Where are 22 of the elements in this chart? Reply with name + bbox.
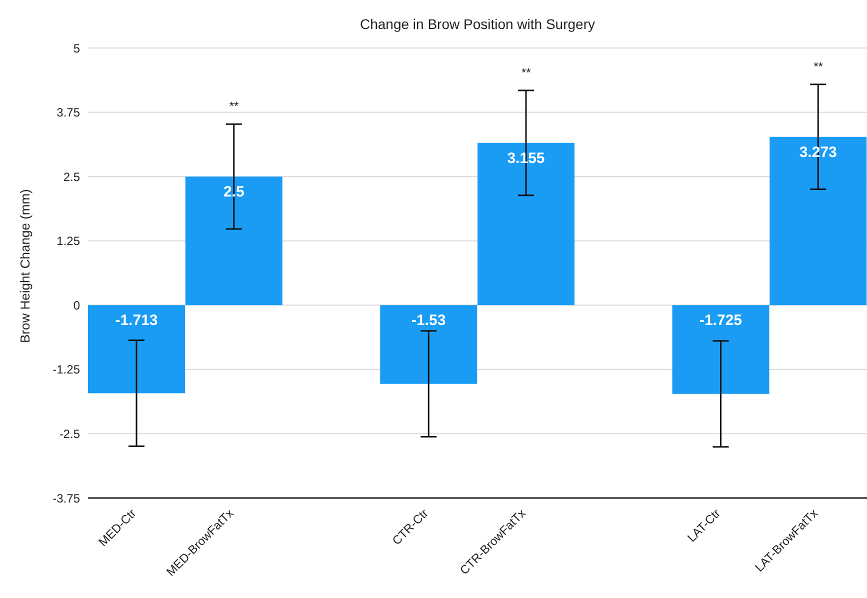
y-tick-label: -2.5	[59, 426, 80, 441]
y-tick-label: 5	[73, 41, 80, 56]
data-label: -1.725	[699, 312, 742, 330]
bar	[185, 176, 282, 306]
y-tick-label: 2.5	[63, 170, 80, 184]
data-label: -1.713	[115, 312, 158, 330]
y-tick-label: 1.25	[56, 234, 80, 248]
bar	[478, 142, 574, 306]
y-axis-title: Brow Height Change (mm)	[18, 189, 33, 343]
bar	[380, 305, 478, 384]
bar	[88, 305, 185, 394]
annotation: **	[522, 65, 532, 80]
bar	[672, 305, 770, 394]
chart-title: Change in Brow Position with Surgery	[358, 16, 596, 32]
y-tick-label: 3.75	[56, 106, 80, 120]
annotation: **	[229, 99, 240, 114]
y-tick-label: 0	[73, 298, 80, 312]
y-tick-label: -3.75	[52, 491, 80, 506]
data-label: -1.53	[412, 312, 446, 330]
annotation: **	[814, 59, 824, 74]
y-tick-label: -1.25	[52, 362, 80, 377]
bar	[770, 136, 867, 306]
